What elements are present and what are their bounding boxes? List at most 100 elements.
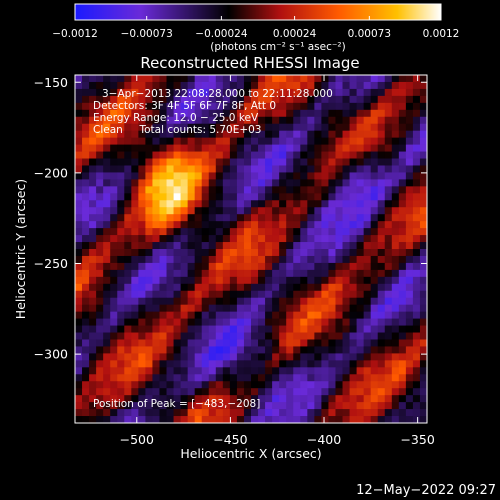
heatmap-cell [124, 221, 132, 229]
heatmap-cell [159, 367, 167, 375]
heatmap-cell [236, 353, 245, 361]
heatmap-cell [159, 88, 167, 97]
heatmap-cell [131, 109, 139, 118]
heatmap-cell [342, 402, 350, 410]
heatmap-cell [103, 381, 111, 389]
heatmap-cell [398, 255, 407, 264]
heatmap-cell [314, 151, 322, 159]
heatmap-cell [229, 304, 238, 312]
heatmap-cell [321, 304, 329, 312]
heatmap-cell [314, 130, 322, 138]
heatmap-cell [363, 255, 372, 264]
heatmap-cell [328, 353, 336, 361]
heatmap-cell [384, 144, 393, 152]
heatmap-cell [377, 151, 386, 159]
heatmap-cell [300, 255, 308, 264]
heatmap-cell [229, 172, 238, 180]
heatmap-cell [349, 179, 357, 187]
heatmap-cell [258, 123, 266, 132]
heatmap-cell [117, 109, 125, 118]
heatmap-cell [286, 249, 294, 257]
heatmap-cell [356, 388, 364, 396]
heatmap-cell [75, 235, 83, 243]
heatmap-cell [293, 130, 301, 138]
heatmap-cell [307, 311, 315, 319]
heatmap-cell [166, 360, 174, 368]
heatmap-cell [384, 283, 393, 292]
heatmap-cell [138, 304, 146, 312]
heatmap-cell [117, 262, 125, 271]
heatmap-cell [370, 249, 379, 257]
heatmap-cell [145, 325, 153, 333]
heatmap-cell [124, 75, 132, 83]
heatmap-cell [229, 228, 238, 236]
heatmap-cell [328, 193, 336, 201]
heatmap-cell [370, 311, 379, 319]
heatmap-cell [377, 255, 386, 264]
heatmap-cell [265, 339, 273, 347]
heatmap-cell [138, 228, 146, 236]
heatmap-cell [110, 353, 118, 361]
heatmap-cell [124, 353, 132, 361]
heatmap-cell [412, 402, 421, 410]
heatmap-cell [208, 151, 217, 159]
colorbar-tick-label: −0.00024 [195, 28, 248, 40]
heatmap-cell [110, 228, 118, 236]
heatmap-cell [272, 395, 280, 403]
heatmap-cell [363, 81, 372, 90]
heatmap-cell [75, 130, 83, 138]
heatmap-cell [328, 88, 336, 97]
heatmap-cell [75, 116, 83, 125]
heatmap-cell [272, 228, 280, 236]
heatmap-cell [398, 109, 407, 118]
heatmap-cell [258, 228, 266, 236]
heatmap-cell [96, 193, 104, 201]
heatmap-cell [265, 409, 273, 417]
heatmap-cell [279, 409, 287, 417]
heatmap-cell [222, 339, 231, 347]
heatmap-cell [215, 116, 224, 125]
heatmap-cell [222, 207, 231, 215]
heatmap-cell [251, 200, 259, 208]
heatmap-cell [152, 262, 160, 271]
heatmap-cell [272, 290, 280, 299]
heatmap-cell [321, 332, 329, 340]
heatmap-cell [208, 242, 217, 250]
heatmap-cell [363, 297, 372, 306]
heatmap-cell [265, 130, 273, 138]
heatmap-cell [75, 255, 83, 264]
heatmap-cell [75, 102, 83, 111]
heatmap-cell [412, 172, 421, 180]
heatmap-cell [243, 360, 252, 368]
heatmap-cell [398, 249, 407, 257]
heatmap-cell [258, 381, 266, 389]
heatmap-cell [166, 88, 174, 97]
heatmap-cell [363, 346, 372, 354]
heatmap-cell [265, 158, 273, 166]
heatmap-cell [110, 360, 118, 368]
heatmap-cell [173, 395, 181, 403]
heatmap-cell [243, 116, 252, 125]
heatmap-cell [89, 123, 97, 132]
heatmap-cell [314, 228, 322, 236]
heatmap-cell [398, 186, 407, 194]
heatmap-cell [419, 75, 427, 83]
heatmap-cell [279, 346, 287, 354]
heatmap-cell [314, 186, 322, 194]
heatmap-cell [138, 207, 146, 215]
heatmap-cell [419, 353, 427, 361]
heatmap-cell [391, 325, 400, 333]
heatmap-cell [75, 88, 83, 97]
heatmap-cell [272, 353, 280, 361]
heatmap-cell [251, 325, 259, 333]
heatmap-cell [265, 290, 273, 299]
heatmap-cell [300, 193, 308, 201]
heatmap-cell [180, 262, 188, 271]
heatmap-cell [166, 144, 174, 152]
heatmap-cell [201, 144, 210, 152]
heatmap-cell [370, 172, 379, 180]
heatmap-cell [398, 151, 407, 159]
heatmap-cell [412, 290, 421, 299]
y-axis-label: Heliocentric Y (arcsec) [13, 179, 28, 319]
heatmap-cell [419, 374, 427, 382]
